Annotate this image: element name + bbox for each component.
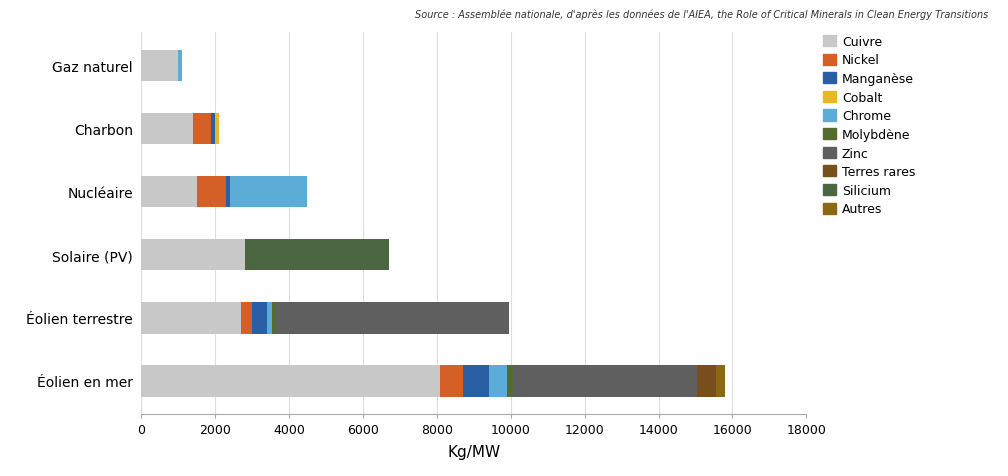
Bar bbox=[193, 114, 212, 145]
Bar bbox=[141, 239, 245, 271]
Bar bbox=[141, 114, 193, 145]
X-axis label: Kg/MW: Kg/MW bbox=[448, 445, 500, 459]
Bar bbox=[141, 302, 241, 334]
Bar bbox=[212, 114, 215, 145]
Bar bbox=[141, 366, 440, 397]
Bar bbox=[440, 366, 463, 397]
Bar bbox=[226, 177, 230, 208]
Bar bbox=[197, 177, 226, 208]
Bar bbox=[178, 50, 181, 82]
Bar bbox=[241, 302, 252, 334]
Bar bbox=[141, 177, 197, 208]
Bar bbox=[716, 366, 725, 397]
Bar bbox=[272, 302, 276, 334]
Bar bbox=[252, 302, 267, 334]
Bar bbox=[230, 177, 307, 208]
Bar bbox=[507, 366, 513, 397]
Bar bbox=[698, 366, 716, 397]
Bar bbox=[267, 302, 272, 334]
Bar bbox=[463, 366, 489, 397]
Bar bbox=[489, 366, 507, 397]
Bar bbox=[141, 50, 178, 82]
Bar bbox=[245, 239, 389, 271]
Bar bbox=[276, 302, 509, 334]
Legend: Cuivre, Nickel, Manganèse, Cobalt, Chrome, Molybdène, Zinc, Terres rares, Silici: Cuivre, Nickel, Manganèse, Cobalt, Chrom… bbox=[820, 32, 919, 219]
Bar bbox=[513, 366, 698, 397]
Text: Source : Assemblée nationale, d'après les données de l'AIEA, the Role of Critica: Source : Assemblée nationale, d'après le… bbox=[414, 10, 988, 20]
Bar bbox=[215, 114, 219, 145]
